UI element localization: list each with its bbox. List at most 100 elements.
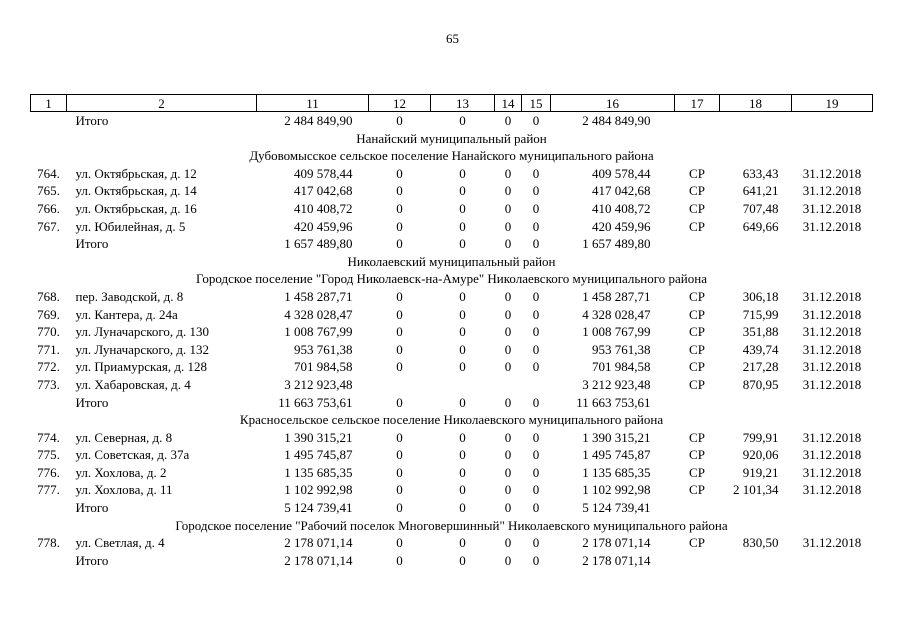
cell-repair-type: [675, 112, 720, 130]
section-row: Городское поселение "Рабочий поселок Мно…: [31, 517, 873, 535]
cell-amount-14: 0: [504, 236, 512, 252]
cell-amount-12: 0: [396, 218, 403, 234]
cell-completion-date: 31.12.2018: [802, 429, 862, 445]
total-row: Итого 11 663 753,61 0 0 0 0 11 663 753,61: [31, 394, 873, 412]
cell-amount-15: 0: [532, 306, 540, 322]
cell-completion-date: 31.12.2018: [802, 464, 862, 480]
cell-amount-13: 0: [459, 552, 466, 568]
cell-repair-type: СР: [689, 165, 705, 181]
total-row: Итого 1 657 489,80 0 0 0 0 1 657 489,80: [31, 235, 873, 253]
cell-area: 707,48: [742, 200, 779, 216]
cell-amount-15: 0: [532, 200, 540, 216]
cell-completion-date: 31.12.2018: [802, 200, 862, 216]
cell-amount-15: 0: [532, 394, 540, 410]
cell-repair-type: СР: [689, 376, 705, 392]
cell-amount-15: 0: [532, 464, 540, 480]
table-row: 767. ул. Юбилейная, д. 5 420 459,96 0 0 0 0 420…: [31, 218, 873, 236]
cell-amount-13: 0: [459, 447, 466, 463]
cell-amount-15: [522, 376, 551, 394]
column-number-row: 1 2 11 12 13 14 15 16 17 18 19: [30, 94, 873, 112]
section-title: Городское поселение "Город Николаевск-на…: [196, 271, 707, 287]
cell-amount-total-16: 701 984,58: [592, 359, 651, 375]
cell-area: 351,88: [742, 324, 779, 340]
table-row: 772. ул. Приамурская, д. 128 701 984,58 0 0 0…: [31, 358, 873, 376]
cell-amount-13: 0: [459, 341, 466, 357]
cell-amount-11: 2 178 071,14: [284, 552, 353, 568]
cell-amount-13: 0: [459, 359, 466, 375]
cell-amount-12: 0: [396, 236, 403, 252]
cell-repair-type: [675, 235, 720, 253]
cell-amount-11: 4 328 028,47: [284, 306, 353, 322]
cell-amount-11: 1 102 992,98: [284, 482, 353, 498]
cell-amount-12: 0: [396, 552, 403, 568]
table-row: 769. ул. Кантера, д. 24а 4 328 028,47 0 0 0 0 4…: [31, 306, 873, 324]
total-row: Итого 2 178 071,14 0 0 0 0 2 178 071,14: [31, 552, 873, 570]
cell-row-number: 768.: [37, 288, 60, 304]
cell-address: ул. Светлая, д. 4: [75, 535, 165, 551]
section-row: Городское поселение "Город Николаевск-на…: [31, 270, 873, 288]
cell-amount-total-16: 11 663 753,61: [576, 394, 651, 410]
cell-amount-12: 0: [396, 324, 403, 340]
cell-amount-14: 0: [504, 324, 512, 340]
cell-amount-15: 0: [532, 429, 540, 445]
cell-amount-14: 0: [504, 429, 512, 445]
cell-address: ул. Приамурская, д. 128: [75, 359, 208, 375]
cell-amount-11: 420 459,96: [294, 218, 353, 234]
column-header-2: 2: [66, 94, 257, 112]
cell-amount-14: 0: [504, 535, 512, 551]
cell-area: 919,21: [742, 464, 779, 480]
cell-amount-total-16: 420 459,96: [592, 218, 651, 234]
cell-completion-date: 31.12.2018: [802, 376, 862, 392]
section-title: Дубовомысское сельское поселение Нанайск…: [249, 148, 654, 164]
cell-completion-date: 31.12.2018: [802, 183, 862, 199]
cell-amount-12: 0: [396, 183, 403, 199]
column-header-15: 15: [521, 94, 551, 112]
cell-amount-total-16: 2 178 071,14: [582, 552, 651, 568]
cell-amount-11: 701 984,58: [294, 359, 353, 375]
cell-amount-13: 0: [459, 500, 466, 516]
cell-amount-12: 0: [396, 394, 403, 410]
cell-address: ул. Луначарского, д. 130: [75, 324, 209, 340]
table-row: 766. ул. Октябрьская, д. 16 410 408,72 0 0 0 0…: [31, 200, 873, 218]
cell-amount-14: 0: [504, 165, 512, 181]
cell-amount-total-16: 2 484 849,90: [582, 113, 651, 128]
cell-repair-type: СР: [689, 306, 705, 322]
cell-amount-15: 0: [532, 288, 540, 304]
cell-amount-13: 0: [459, 394, 466, 410]
cell-amount-total-16: 1 008 767,99: [582, 324, 651, 340]
cell-amount-14: 0: [504, 113, 512, 128]
cell-row-number: 776.: [37, 464, 60, 480]
cell-area: 799,91: [742, 429, 779, 445]
cell-amount-12: 0: [396, 447, 403, 463]
cell-amount-12: 0: [396, 464, 403, 480]
column-header-13: 13: [430, 94, 495, 112]
cell-amount-15: 0: [532, 218, 540, 234]
table-row: 777. ул. Хохлова, д. 11 1 102 992,98 0 0 0 0 1 …: [31, 481, 873, 499]
cell-repair-type: СР: [689, 183, 705, 199]
cell-amount-12: 0: [396, 200, 403, 216]
cell-amount-14: [495, 376, 522, 394]
cell-amount-12: 0: [396, 359, 403, 375]
cell-amount-13: 0: [459, 113, 466, 128]
cell-amount-13: 0: [459, 429, 466, 445]
table-row: 774. ул. Северная, д. 8 1 390 315,21 0 0 0 0 1 …: [31, 429, 873, 447]
cell-amount-14: 0: [504, 306, 512, 322]
section-row: Николаевский муниципальный район: [31, 253, 873, 271]
cell-amount-total-16: 1 390 315,21: [582, 429, 651, 445]
cell-completion-date: 31.12.2018: [802, 359, 862, 375]
cell-amount-total-16: 417 042,68: [592, 183, 651, 199]
cell-amount-13: [431, 376, 495, 394]
cell-amount-12: 0: [396, 165, 403, 181]
section-title: Николаевский муниципальный район: [347, 253, 556, 269]
table-row: 778. ул. Светлая, д. 4 2 178 071,14 0 0 0 0 2 1…: [31, 534, 873, 552]
cell-amount-14: 0: [504, 500, 512, 516]
cell-row-number: 765.: [37, 183, 60, 199]
cell-area: 715,99: [742, 306, 779, 322]
cell-address: ул. Хабаровская, д. 4: [75, 376, 191, 392]
cell-amount-15: 0: [532, 359, 540, 375]
cell-amount-13: 0: [459, 464, 466, 480]
cell-amount-12: 0: [396, 306, 403, 322]
section-row: Красносельское сельское поселение Никола…: [31, 411, 873, 429]
cell-completion-date: 31.12.2018: [802, 447, 862, 463]
column-header-12: 12: [368, 94, 431, 112]
